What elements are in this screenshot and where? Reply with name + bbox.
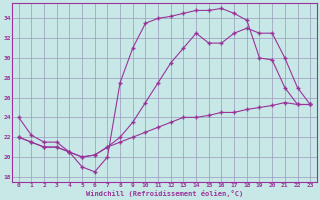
X-axis label: Windchill (Refroidissement éolien,°C): Windchill (Refroidissement éolien,°C) [86,190,243,197]
